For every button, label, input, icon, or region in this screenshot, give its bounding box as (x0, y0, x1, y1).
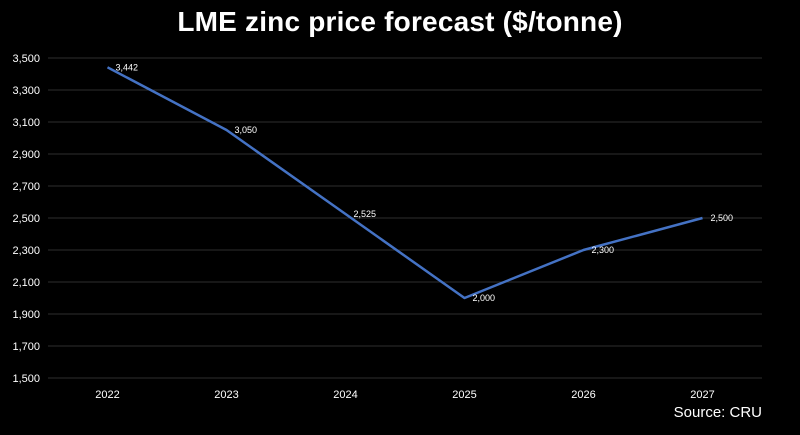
data-labels: 3,442 3,050 2,525 2,000 2,300 2,500 (116, 62, 734, 303)
y-tick-label: 2,700 (12, 181, 40, 193)
data-label: 2,525 (354, 209, 377, 219)
data-label: 2,000 (473, 293, 496, 303)
y-tick-label: 2,300 (12, 245, 40, 257)
series-line-group (106, 66, 703, 300)
y-tick-label: 1,900 (12, 309, 40, 321)
y-tick-label: 2,900 (12, 149, 40, 161)
y-tick-label: 3,100 (12, 117, 40, 129)
data-label: 2,500 (711, 213, 734, 223)
y-tick-label: 1,500 (12, 373, 40, 385)
source-note: Source: CRU (673, 404, 762, 421)
x-tick-label: 2025 (452, 389, 476, 401)
x-tick-label: 2024 (333, 389, 357, 401)
data-label: 3,050 (235, 125, 258, 135)
data-label: 3,442 (116, 62, 139, 72)
y-axis-ticks: 1,500 1,700 1,900 2,100 2,300 2,500 2,700 2,900… (12, 53, 40, 385)
y-tick-label: 3,300 (12, 85, 40, 97)
series-line (106, 66, 703, 300)
x-tick-label: 2023 (214, 389, 238, 401)
y-tick-label: 2,500 (12, 213, 40, 225)
gridlines (48, 57, 762, 379)
y-tick-label: 3,500 (12, 53, 40, 65)
y-tick-label: 2,100 (12, 277, 40, 289)
x-tick-label: 2027 (690, 389, 714, 401)
x-tick-label: 2026 (571, 389, 595, 401)
x-tick-label: 2022 (95, 389, 119, 401)
x-axis-ticks: 2022 2023 2024 2025 2026 2027 (95, 389, 714, 401)
y-tick-label: 1,700 (12, 341, 40, 353)
data-label: 2,300 (592, 245, 615, 255)
chart-title: LME zinc price forecast ($/tonne) (177, 6, 623, 37)
